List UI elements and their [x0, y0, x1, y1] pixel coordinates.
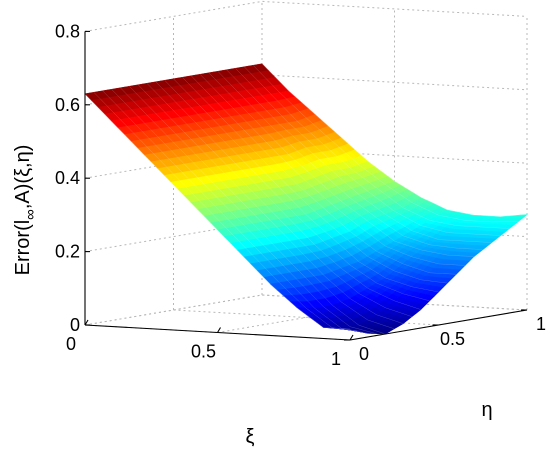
mesh-line-13 — [199, 74, 466, 266]
mesh-line-14 — [208, 72, 474, 257]
mesh-line-8 — [155, 81, 421, 310]
mesh-line-12 — [191, 75, 457, 275]
y-tick-label-0: 0 — [359, 344, 369, 364]
mesh-line-11 — [182, 77, 448, 284]
z-tick-label-3: 0.6 — [55, 95, 80, 115]
y-axis-label: η — [481, 399, 492, 421]
mesh-line-5 — [129, 86, 395, 330]
z-axis-label: Error(l∞,A)(ξ,η) — [12, 145, 39, 276]
mesh-line-6 — [137, 84, 404, 324]
y-tick-label-1: 0.5 — [440, 329, 465, 349]
mesh-line-20 — [261, 63, 528, 218]
x-axis-label: ξ — [246, 426, 255, 448]
axes — [84, 30, 528, 341]
z-tick-label-0: 0 — [70, 315, 80, 335]
surface-patch-39-0 — [343, 328, 355, 331]
mesh-line-18 — [244, 66, 510, 229]
z-tick-label-1: 0.2 — [55, 242, 80, 262]
mesh-line-16 — [226, 69, 492, 243]
mesh-line-0 — [84, 93, 351, 330]
x-tick-label-2: 1 — [331, 349, 341, 369]
mesh-line-1 — [93, 92, 359, 332]
mesh-line-15 — [217, 71, 483, 250]
mesh-line-2 — [102, 90, 368, 334]
z-tick-label-4: 0.8 — [55, 21, 80, 41]
mesh-line-7 — [146, 83, 412, 317]
mesh-line-17 — [235, 68, 501, 236]
mesh-line-4 — [120, 87, 386, 335]
x-tick-label-1: 0.5 — [191, 342, 216, 362]
z-tick-label-2: 0.4 — [55, 168, 80, 188]
grid-line-z-3 — [84, 74, 528, 106]
grid-line-z-4 — [84, 0, 528, 32]
x-tick-mark-2 — [349, 334, 354, 341]
mesh-line-19 — [253, 65, 519, 223]
x-tick-mark-0 — [84, 319, 89, 326]
mesh-line-10 — [173, 78, 439, 293]
x-tick-label-0: 0 — [66, 334, 76, 354]
grid-line-z-2 — [84, 147, 528, 179]
grid-line-floor-y-2 — [261, 294, 528, 311]
mesh-line-9 — [164, 80, 430, 302]
mesh-line-3 — [111, 89, 377, 334]
x-tick-mark-1 — [217, 327, 221, 333]
y-tick-label-2: 1 — [536, 314, 546, 334]
error-surface — [84, 63, 528, 335]
